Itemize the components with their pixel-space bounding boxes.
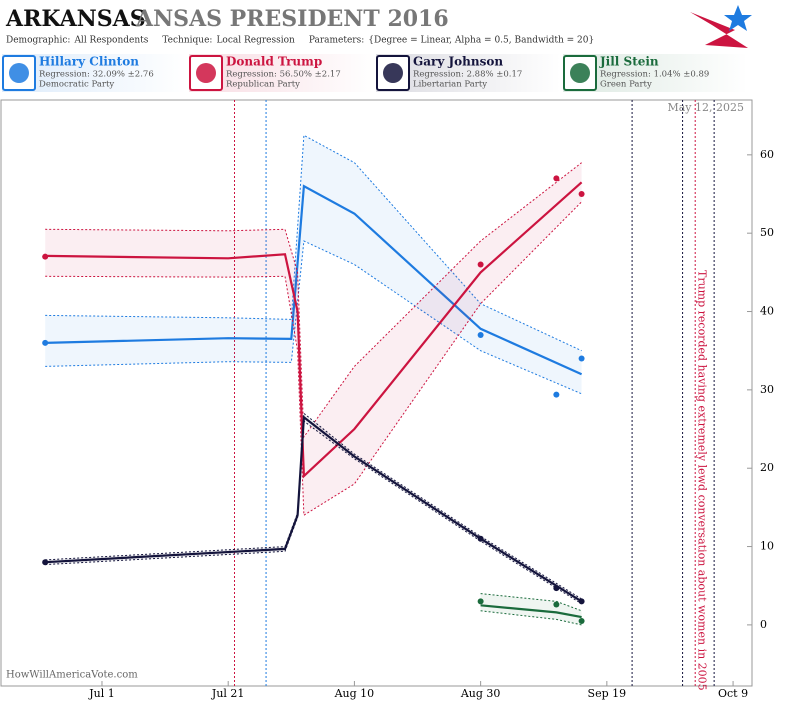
poll-point [578, 598, 585, 605]
legend-party: Democratic Party [39, 80, 114, 90]
band [45, 162, 582, 516]
poll-point [553, 391, 560, 398]
y-tick-label: 0 [760, 618, 767, 631]
poll-point [578, 617, 585, 624]
band [45, 135, 582, 394]
poll-point [578, 191, 585, 198]
poll-point [42, 253, 49, 260]
date: May 12, 2025 [667, 101, 744, 114]
band-edge [45, 134, 582, 352]
legend-icon-shape [9, 63, 29, 83]
band [45, 413, 582, 604]
legend-regression: Regression: 32.09% ±2.76 [39, 70, 154, 80]
legend-icon-shape [383, 63, 403, 83]
x-tick-label: Jul 1 [88, 687, 115, 700]
plot-frame [0, 99, 753, 687]
poll-point [42, 339, 49, 346]
poll-point [553, 585, 560, 592]
poll-point [578, 355, 585, 362]
x-tick-label: Aug 10 [334, 687, 375, 700]
legend-regression: Regression: 2.88% ±0.17 [413, 70, 522, 80]
param-value: {Degree = Linear, Alpha = 0.5, Bandwidth… [368, 36, 594, 46]
x-tick-label: Aug 30 [460, 687, 501, 700]
state: ARKANSAS [5, 6, 146, 32]
fit-line [480, 604, 582, 619]
legend-party: Libertarian Party [413, 80, 487, 90]
band-edge [45, 201, 582, 517]
legend-regression: Regression: 1.04% ±0.89 [600, 70, 709, 80]
legend-name: Donald Trump [226, 55, 322, 69]
x-tick-label: Oct 9 [718, 687, 748, 700]
legend-name: Gary Johnson [413, 55, 503, 69]
title: ANSAS PRESIDENT 2016 [135, 6, 449, 32]
poll-point [477, 535, 484, 542]
band-edge [45, 240, 582, 395]
poll-point [42, 559, 49, 566]
band-edge [480, 610, 582, 626]
x-tick-label: Jul 21 [211, 687, 245, 700]
logo [690, 5, 752, 48]
legend-icon-shape [570, 63, 590, 83]
legend-regression: Regression: 56.50% ±2.17 [226, 70, 341, 80]
source: HowWillAmericaVote.com [6, 670, 138, 681]
legend-name: Hillary Clinton [39, 55, 139, 69]
poll-point [477, 261, 484, 268]
fit-line [45, 181, 583, 479]
band-edge [45, 162, 582, 439]
x-tick-label: Sep 19 [588, 687, 627, 700]
param-value: Local Regression [216, 36, 295, 46]
legend-name: Jill Stein [599, 55, 659, 69]
poll-point [477, 598, 484, 605]
legend-party: Green Party [600, 80, 652, 90]
param-label: Parameters: [309, 36, 364, 46]
poll-point [553, 601, 560, 608]
param-label: Demographic: [6, 36, 70, 46]
y-tick-label: 60 [760, 148, 774, 161]
fit-line [45, 184, 583, 376]
param-value: All Respondents [73, 36, 148, 46]
y-tick-label: 20 [760, 461, 774, 474]
y-tick-label: 30 [760, 383, 774, 396]
param-label: Technique: [162, 36, 212, 46]
poll-point [477, 332, 484, 339]
y-tick-label: 10 [760, 540, 774, 553]
legend-party: Republican Party [226, 80, 300, 90]
y-tick-label: 40 [760, 305, 774, 318]
band-edge [480, 593, 582, 612]
poll-point [553, 175, 560, 182]
annotation: Trump recorded having extremely lewd con… [696, 270, 709, 691]
y-tick-label: 50 [760, 226, 774, 239]
legend-icon-shape [196, 63, 216, 83]
